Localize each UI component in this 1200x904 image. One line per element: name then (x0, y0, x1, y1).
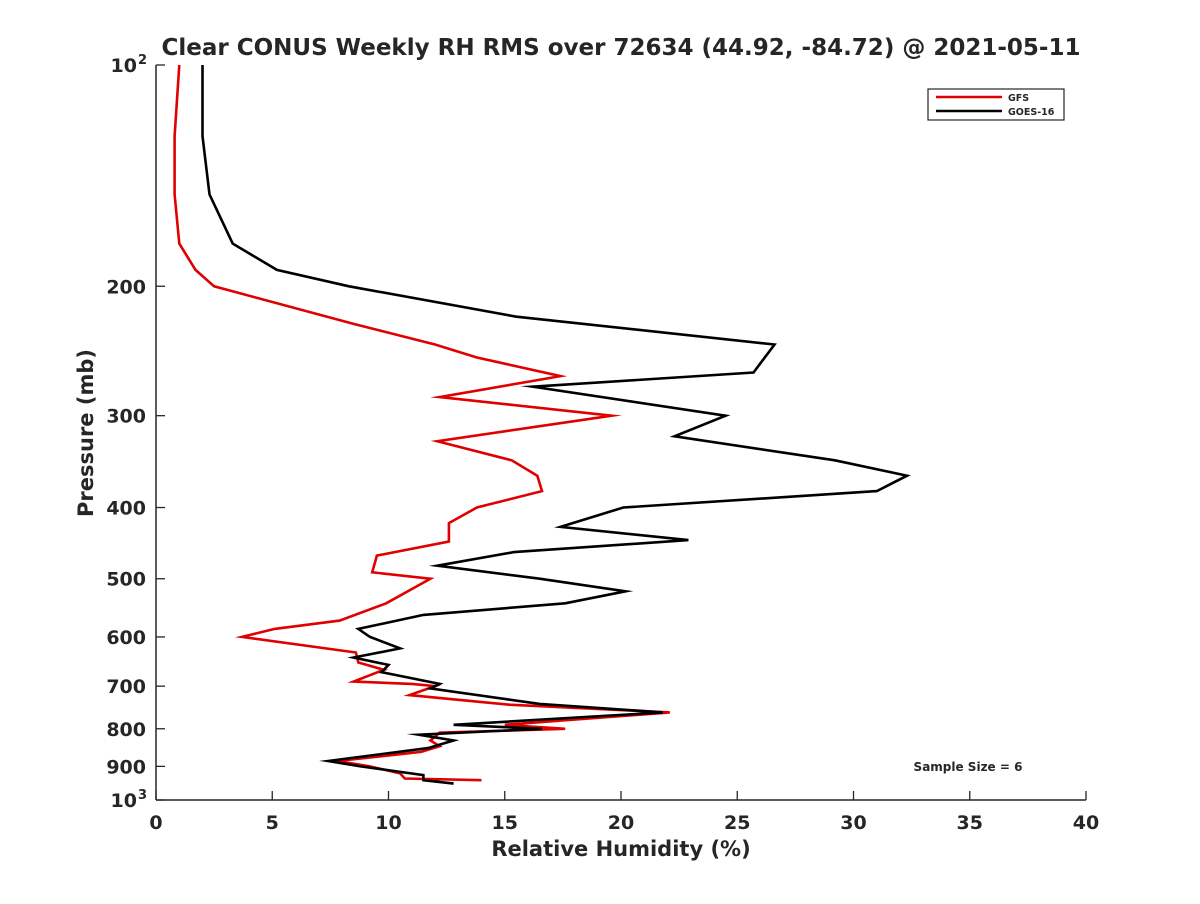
x-tick-label: 15 (492, 812, 518, 834)
legend-label-goes16: GOES-16 (1008, 107, 1055, 118)
series-line-goes-16 (201, 65, 911, 785)
y-tick-label: 600 (106, 627, 146, 649)
y-tick-label: 10 (111, 790, 137, 812)
x-tick-label: 35 (957, 812, 983, 834)
legend: GFS GOES-16 (927, 88, 1065, 121)
y-tick-label: 400 (106, 498, 146, 520)
y-axis-label: Pressure (mb) (74, 349, 98, 517)
sample-size-annotation: Sample Size = 6 (914, 760, 1023, 774)
y-tick-label: 300 (106, 406, 146, 428)
y-tick-label: 500 (106, 569, 146, 591)
x-tick-label: 30 (840, 812, 866, 834)
y-tick-label: 900 (106, 756, 146, 778)
y-tick-exponent: 2 (138, 53, 147, 68)
x-tick-label: 0 (149, 812, 162, 834)
x-tick-label: 25 (724, 812, 750, 834)
y-tick-label: 200 (106, 276, 146, 298)
legend-label-gfs: GFS (1008, 93, 1029, 104)
series-lines (173, 64, 911, 785)
x-tick-label: 40 (1073, 812, 1099, 834)
x-axis-label: Relative Humidity (%) (491, 837, 750, 861)
legend-box (927, 88, 1065, 121)
y-tick-exponent: 3 (138, 788, 147, 803)
chart-title: Clear CONUS Weekly RH RMS over 72634 (44… (162, 35, 1081, 61)
y-tick-label: 10 (111, 55, 137, 77)
x-tick-label: 5 (266, 812, 279, 834)
x-tick-label: 20 (608, 812, 634, 834)
y-tick-label: 800 (106, 719, 146, 741)
x-tick-label: 10 (375, 812, 401, 834)
y-tick-label: 700 (106, 676, 146, 698)
